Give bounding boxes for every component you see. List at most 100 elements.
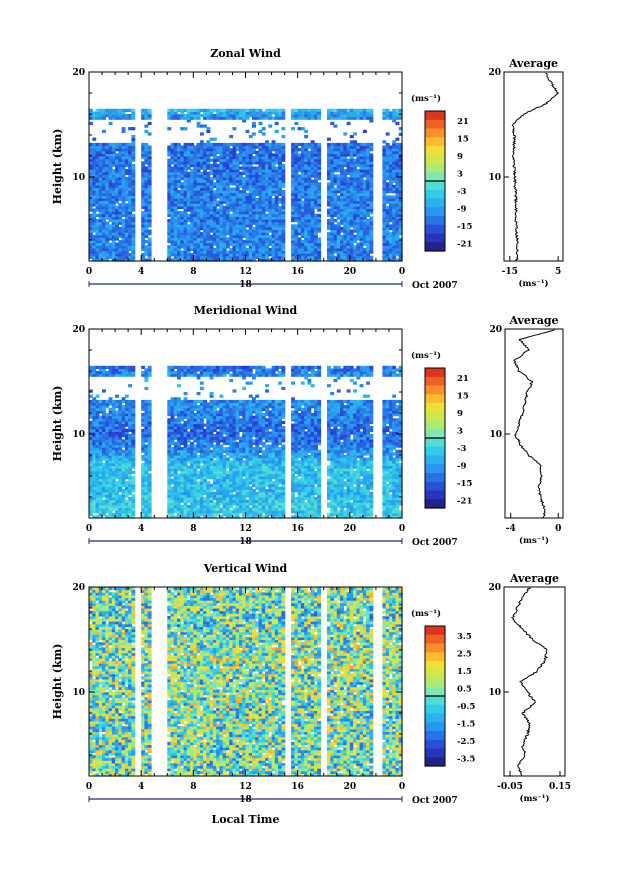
panel-title: Vertical Wind (203, 562, 288, 575)
colorbar-swatch (425, 739, 445, 750)
panel-title: Meridional Wind (194, 304, 298, 317)
average-profile-line (511, 72, 560, 261)
colorbar-tick-label: -21 (457, 239, 472, 249)
colorbar-swatch (425, 137, 445, 147)
average-y-tick-label: 10 (488, 688, 501, 698)
colorbar-swatch (425, 368, 445, 378)
colorbar-swatch (425, 455, 445, 465)
colorbar-swatch (425, 207, 445, 217)
colorbar-swatch (425, 216, 445, 226)
average-x-unit: (ms⁻¹) (519, 793, 549, 804)
colorbar-tick-label: 3.5 (457, 632, 472, 642)
y-tick-label: 20 (72, 583, 85, 593)
average-x-tick-label: 0 (555, 524, 561, 534)
colorbar-swatch (425, 696, 445, 706)
average-frame (504, 328, 564, 519)
colorbar-swatch (425, 473, 445, 483)
colorbar-swatch (425, 163, 445, 173)
colorbar-swatch (425, 198, 445, 208)
x-tick-label: 4 (138, 524, 144, 534)
colorbar-tick-label: 1.5 (457, 667, 472, 677)
colorbar-unit: (ms⁻¹) (411, 350, 441, 361)
average-x-tick-label: -15 (502, 267, 518, 277)
colorbar-tick-label: -1.5 (457, 719, 475, 729)
colorbar-swatch (425, 438, 445, 448)
colorbar-tick-label: 0.5 (457, 684, 472, 694)
colorbar-tick-label: -9 (457, 461, 467, 471)
heatmap-cells (89, 365, 403, 519)
colorbar-tick-label: 2.5 (457, 649, 472, 659)
colorbar-swatch (425, 233, 445, 243)
y-tick-label: 10 (72, 688, 85, 698)
colorbar-swatch (425, 189, 445, 200)
average-title: Average (509, 572, 559, 585)
colorbar-swatch (425, 661, 445, 671)
panel-vertical-wind: Vertical Wind 10 20 Height (km) 0 4 8 12 16 20 0 18… (51, 562, 571, 806)
average-x-tick-label: 5 (555, 267, 561, 277)
y-axis-label: Height (km) (51, 386, 64, 462)
colorbar-tick-label: 9 (457, 409, 463, 419)
x-tick-label: 4 (138, 267, 144, 277)
colorbar-tick-label: 3 (457, 426, 463, 436)
colorbar-tick-label: 21 (457, 374, 469, 384)
colorbar-swatch (425, 490, 445, 500)
colorbar-swatch (425, 403, 445, 413)
colorbar-tick-label: -0.5 (457, 702, 475, 712)
colorbar-swatch (425, 429, 445, 439)
date-label: Oct 2007 (412, 538, 458, 548)
colorbar-tick-label: -9 (457, 204, 467, 214)
colorbar-swatch (425, 481, 445, 492)
colorbar-tick-label: -15 (457, 222, 472, 232)
x-tick-label: 20 (344, 267, 357, 277)
colorbar-swatch (425, 499, 445, 509)
colorbar-swatch (425, 146, 445, 156)
colorbar-swatch (425, 420, 445, 430)
x-tick-label: 0 (86, 524, 92, 534)
y-tick-label: 20 (72, 325, 85, 335)
average-frame (503, 586, 566, 777)
colorbar-swatch (425, 713, 445, 723)
average-y-tick-label: 20 (489, 325, 502, 335)
average-profile-line (510, 587, 549, 777)
colorbar-tick-label: -3 (457, 444, 467, 454)
colorbar-swatch (425, 172, 445, 182)
average-y-tick-label: 20 (488, 68, 501, 78)
y-axis-label: Height (km) (51, 129, 64, 205)
colorbar-swatch (425, 128, 445, 138)
colorbar-swatch (425, 704, 445, 715)
colorbar-swatch (425, 119, 445, 130)
average-x-tick-label: -4 (506, 524, 516, 534)
colorbar-swatch (425, 678, 445, 688)
colorbar-swatch (425, 722, 445, 732)
panel-zonal-wind: Zonal Wind 10 20 Height (km) 0 4 8 12 16 20 0 18 Oct… (51, 47, 564, 291)
y-tick-label: 20 (72, 68, 85, 78)
colorbar-tick-label: -2.5 (457, 737, 475, 747)
x-tick-label: 0 (399, 782, 405, 792)
y-tick-label: 10 (72, 430, 85, 440)
x-tick-label: 0 (399, 267, 405, 277)
colorbar-swatch (425, 669, 445, 680)
colorbar-tick-label: -3 (457, 187, 467, 197)
date-label: Oct 2007 (412, 796, 458, 806)
x-tick-label: 12 (239, 524, 252, 534)
y-axis-label: Height (km) (51, 644, 64, 720)
colorbar-swatch (425, 224, 445, 235)
x-tick-label: 4 (138, 782, 144, 792)
colorbar-tick-label: -15 (457, 479, 472, 489)
colorbar-swatch (425, 446, 445, 457)
colorbar-tick-label: -3.5 (457, 754, 475, 764)
colorbar-swatch (425, 634, 445, 645)
colorbar-tick-label: -21 (457, 496, 472, 506)
average-title: Average (508, 57, 558, 70)
day-label: 18 (239, 280, 252, 290)
panel-title: Zonal Wind (210, 47, 281, 60)
colorbar-swatch (425, 154, 445, 165)
average-y-tick-label: 10 (488, 173, 501, 183)
y-tick-label: 10 (72, 173, 85, 183)
colorbar-unit: (ms⁻¹) (411, 608, 441, 619)
colorbar-swatch (425, 643, 445, 653)
colorbar-swatch (425, 394, 445, 404)
average-y-tick-label: 20 (488, 583, 501, 593)
x-tick-label: 16 (291, 524, 304, 534)
